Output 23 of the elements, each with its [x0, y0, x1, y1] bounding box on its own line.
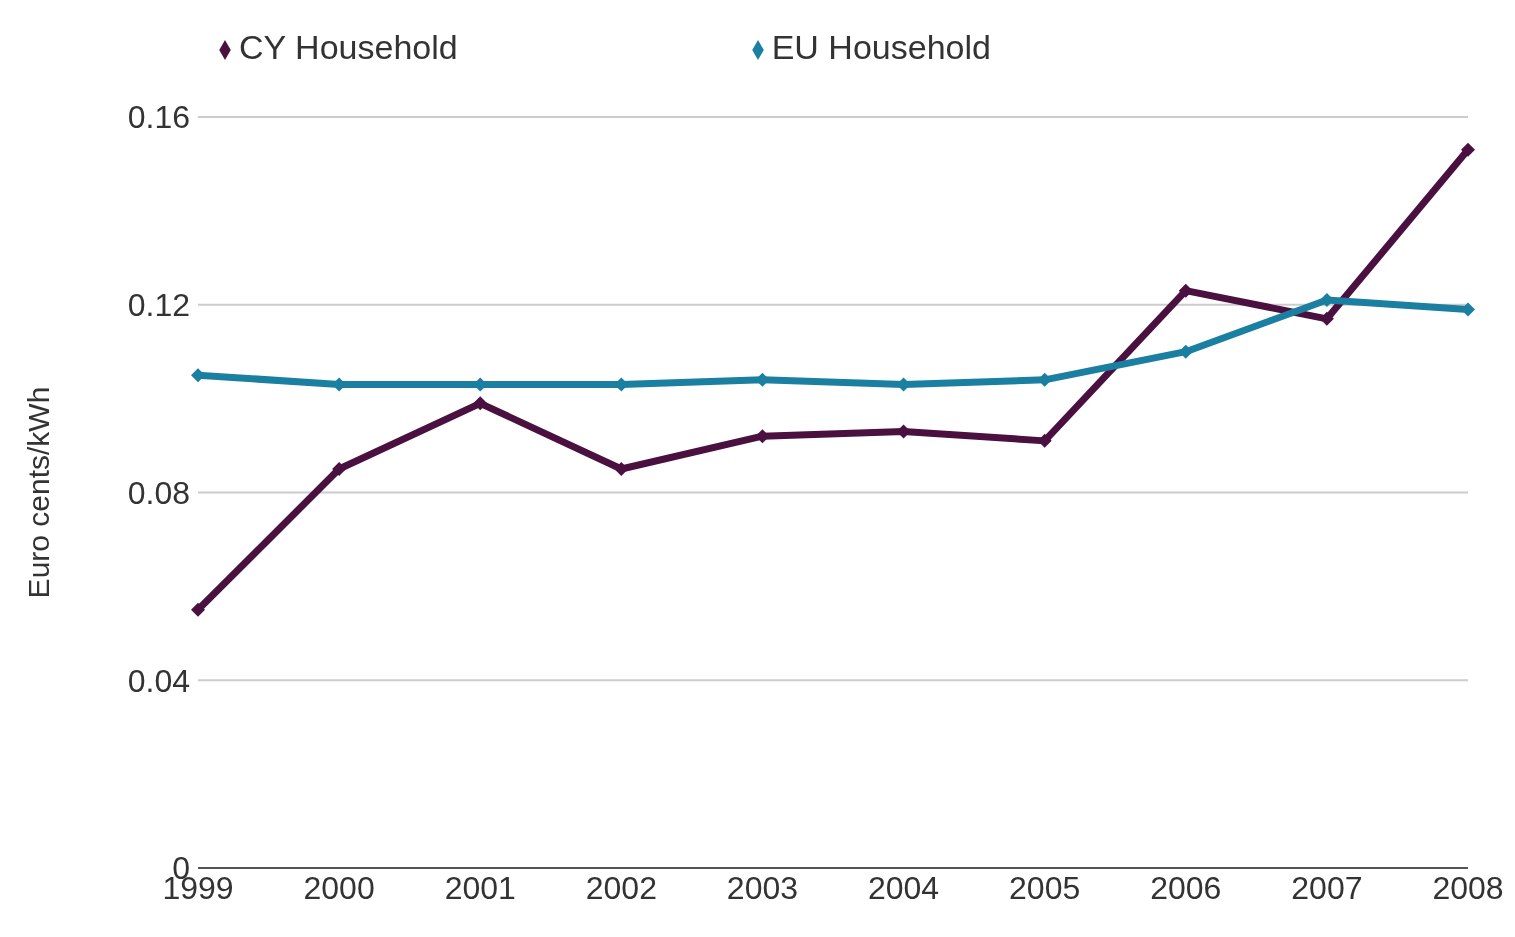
legend-label: CY Household: [239, 28, 458, 66]
legend-label: EU Household: [771, 28, 991, 66]
point: [1461, 142, 1475, 157]
y-axis-title: Euro cents/kWh: [21, 386, 55, 599]
y-tick-label: 0.16: [127, 99, 190, 136]
y-tick-label: 0.08: [127, 474, 190, 511]
x-tick-label: 2001: [444, 869, 516, 906]
y-tick-label: 0.04: [127, 662, 190, 699]
point: [614, 462, 629, 477]
point: [473, 396, 488, 411]
y-tick-label: 0.12: [127, 287, 190, 324]
x-tick-label: 2005: [1009, 869, 1081, 906]
x-tick-label: 2003: [726, 869, 799, 906]
point: [332, 462, 347, 477]
point: [191, 602, 205, 617]
x-tick-label: 2007: [1291, 869, 1363, 906]
x-tick-label: 2004: [867, 869, 940, 906]
x-tick-label: 2006: [1150, 869, 1222, 906]
x-tick-label: 2000: [303, 869, 375, 906]
point: [1461, 302, 1475, 317]
x-tick-label: 2008: [1432, 869, 1504, 906]
x-tick-label: 2002: [585, 869, 657, 906]
point: [1178, 283, 1193, 298]
